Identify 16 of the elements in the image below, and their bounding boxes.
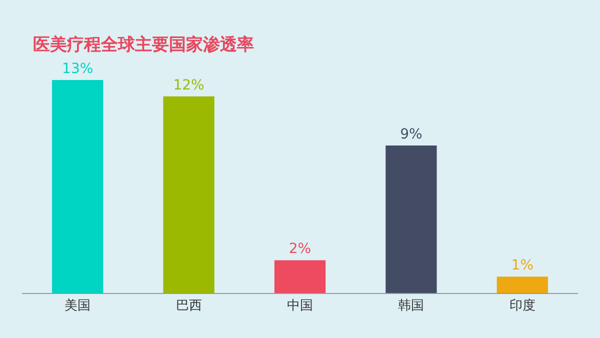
bar [496,276,548,293]
data-label: 12% [173,77,204,94]
bar [163,96,214,293]
data-label: 9% [400,126,422,143]
x-tick-label: 韩国 [398,298,424,314]
x-tick-label: 美国 [64,298,91,314]
bar [274,260,326,293]
x-tick-label: 中国 [287,298,313,314]
data-label: 1% [511,258,534,274]
chart-title: 医美疗程全球主要国家渗透率 [33,34,254,55]
bar [386,146,437,293]
data-label: 2% [288,241,312,258]
bar [52,80,104,293]
x-tick-label: 巴西 [176,298,202,314]
data-label: 13% [62,61,94,77]
x-tick-label: 印度 [509,298,536,314]
